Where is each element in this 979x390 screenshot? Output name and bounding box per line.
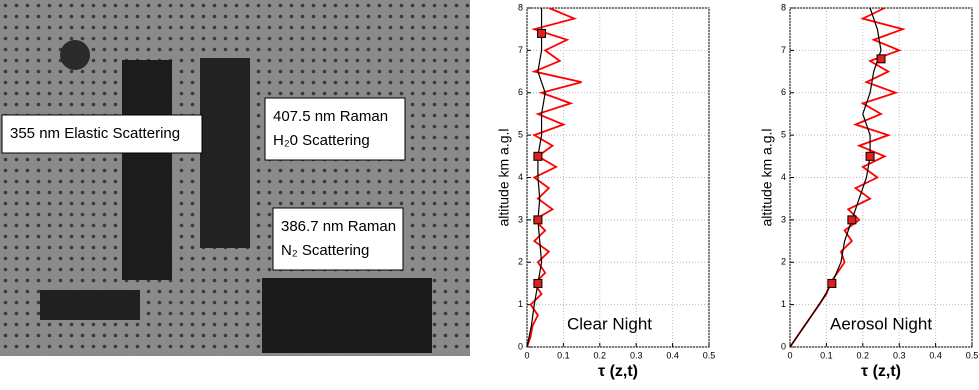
x-tick-label: 0.1 bbox=[557, 350, 570, 360]
profile-line bbox=[789, 7, 882, 348]
x-tick-label: 0.3 bbox=[893, 350, 906, 360]
photo bbox=[0, 0, 470, 356]
x-tick-label: 0.4 bbox=[929, 350, 942, 360]
photo-label: N₂ Scattering bbox=[281, 242, 369, 259]
photo-label: 386.7 nm Raman bbox=[281, 218, 396, 235]
y-tick-label: 3 bbox=[781, 214, 786, 224]
marker bbox=[847, 215, 857, 225]
y-tick-label: 1 bbox=[518, 299, 523, 309]
y-tick-label: 6 bbox=[518, 87, 523, 97]
y-tick-label: 7 bbox=[781, 45, 786, 55]
y-tick-label: 4 bbox=[518, 172, 523, 182]
profile-line bbox=[526, 8, 546, 348]
x-tick-label: 0.2 bbox=[594, 350, 607, 360]
profile-line bbox=[526, 7, 582, 348]
y-tick-label: 1 bbox=[781, 299, 786, 309]
label-box bbox=[272, 207, 404, 271]
marker bbox=[533, 278, 543, 288]
photo-labels: 355 nm Elastic Scattering 407.5 nm Raman H… bbox=[1, 97, 406, 271]
x-axis-label: τ (z,t) bbox=[598, 363, 638, 380]
x-tick-label: 0.5 bbox=[966, 350, 979, 360]
marker bbox=[537, 28, 547, 38]
y-tick-label: 6 bbox=[781, 87, 786, 97]
photo-label: H₂0 Scattering bbox=[273, 132, 370, 149]
y-tick-label: 4 bbox=[781, 172, 786, 182]
y-axis-label: altitude km a.g.l bbox=[496, 128, 512, 226]
label-box bbox=[1, 114, 203, 154]
y-tick-label: 7 bbox=[518, 45, 523, 55]
photo-label: 407.5 nm Raman bbox=[273, 108, 388, 125]
telescope-tube bbox=[122, 60, 172, 280]
port bbox=[60, 40, 90, 70]
y-tick-label: 2 bbox=[781, 257, 786, 267]
y-tick-label: 5 bbox=[518, 130, 523, 140]
y-tick-label: 0 bbox=[518, 341, 523, 351]
marker bbox=[876, 54, 886, 64]
marker bbox=[533, 215, 543, 225]
marker bbox=[533, 151, 543, 161]
y-tick-label: 8 bbox=[518, 2, 523, 12]
y-axis-label: altitude km a.g.l bbox=[759, 128, 775, 226]
y-tick-label: 2 bbox=[518, 257, 523, 267]
marker bbox=[827, 278, 837, 288]
x-tick-label: 0.4 bbox=[666, 350, 679, 360]
label-box bbox=[264, 97, 406, 161]
telescope-tube bbox=[200, 58, 250, 248]
x-tick-label: 0.3 bbox=[630, 350, 643, 360]
detector-housing bbox=[262, 278, 432, 353]
annotation: Clear Night bbox=[567, 314, 652, 333]
marker bbox=[865, 151, 875, 161]
chart: 0 0.1 0.2 0.3 0.4 0.5 0 1 2 3 4 5 6 7 8 Aerosol Night τ … bbox=[759, 2, 979, 380]
y-tick-label: 3 bbox=[518, 214, 523, 224]
photo-label: 355 nm Elastic Scattering bbox=[10, 125, 180, 142]
lens-mount bbox=[40, 290, 140, 320]
chart: 0 0.1 0.2 0.3 0.4 0.5 0 1 2 3 4 5 6 7 8 Clear Night τ (z… bbox=[496, 2, 716, 380]
x-tick-label: 0 bbox=[524, 350, 529, 360]
x-tick-label: 0.2 bbox=[857, 350, 870, 360]
x-tick-label: 0.5 bbox=[703, 350, 716, 360]
y-tick-label: 5 bbox=[781, 130, 786, 140]
annotation: Aerosol Night bbox=[830, 314, 932, 333]
x-tick-label: 0 bbox=[787, 350, 792, 360]
x-axis-label: τ (z,t) bbox=[861, 363, 901, 380]
y-tick-label: 8 bbox=[781, 2, 786, 12]
x-tick-label: 0.1 bbox=[820, 350, 833, 360]
y-tick-label: 0 bbox=[781, 341, 786, 351]
